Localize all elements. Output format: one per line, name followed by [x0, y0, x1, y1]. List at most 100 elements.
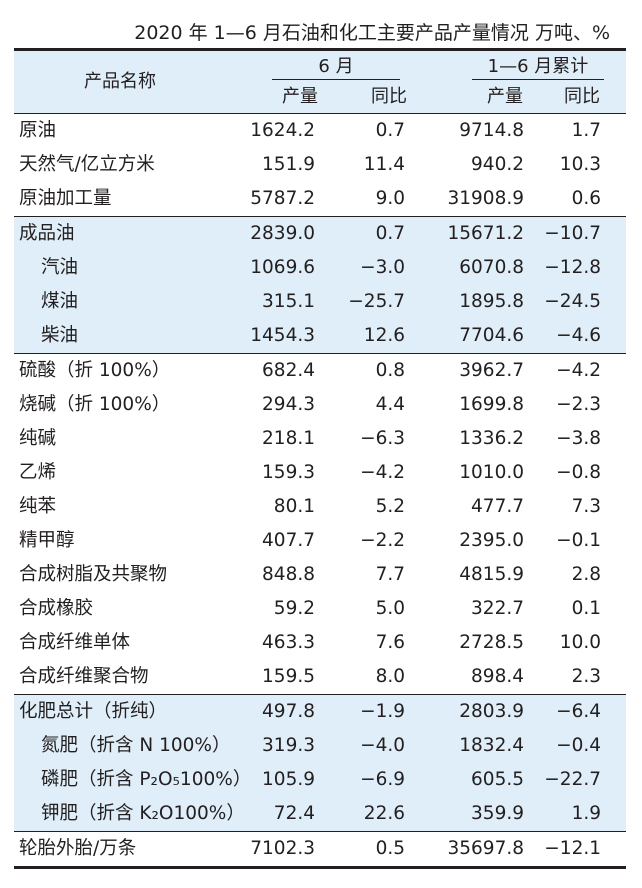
table-row: 天然气/亿立方米 151.9 11.4 940.2 10.3 [14, 148, 626, 182]
ytd-yoy: −4.6 [556, 325, 601, 346]
ytd-yoy: 2.3 [571, 666, 601, 687]
product-name: 合成纤维聚合物 [19, 666, 149, 687]
june-output: 151.9 [262, 154, 315, 175]
ytd-yoy: −24.5 [544, 291, 601, 312]
june-output: 159.3 [262, 462, 315, 483]
ytd-yoy: −12.8 [544, 257, 601, 278]
ytd-output: 940.2 [471, 154, 524, 175]
product-name: 合成树脂及共聚物 [19, 564, 168, 585]
june-yoy: −2.2 [360, 530, 405, 551]
ytd-yoy: −0.8 [556, 462, 601, 483]
june-yoy: 4.4 [375, 394, 405, 415]
june-yoy: 5.2 [375, 496, 405, 517]
product-name: 煤油 [41, 291, 79, 312]
ytd-yoy: 1.9 [571, 803, 601, 824]
product-name: 精甲醇 [19, 530, 75, 551]
product-name: 原油加工量 [19, 188, 112, 209]
june-output: 72.4 [273, 803, 315, 824]
june-output: 319.3 [262, 735, 315, 756]
product-name: 乙烯 [19, 462, 57, 483]
june-yoy: 8.0 [375, 666, 405, 687]
table-body: 原油 1624.2 0.7 9714.8 1.7 天然气/亿立方米 151.9 … [14, 114, 626, 866]
table-row: 氮肥（折含 N 100%） 319.3 −4.0 1832.4 −0.4 [14, 729, 626, 763]
june-yoy: −6.3 [360, 428, 405, 449]
ytd-yoy: 1.7 [571, 120, 601, 141]
product-name: 天然气/亿立方米 [19, 154, 155, 175]
ytd-yoy: 10.3 [559, 154, 601, 175]
product-name: 柴油 [41, 325, 79, 346]
ytd-output: 9714.8 [459, 120, 524, 141]
ytd-yoy: −4.2 [556, 360, 601, 381]
ytd-yoy: −2.3 [556, 394, 601, 415]
ytd-output: 1832.4 [459, 735, 524, 756]
june-output: 1454.3 [250, 325, 315, 346]
ytd-output: 15671.2 [447, 223, 524, 244]
table-row: 合成橡胶 59.2 5.0 322.7 0.1 [14, 592, 626, 626]
june-yoy: 12.6 [363, 325, 405, 346]
product-name: 纯碱 [19, 428, 57, 449]
june-output: 315.1 [262, 291, 315, 312]
june-yoy: 7.6 [375, 632, 405, 653]
product-name: 合成纤维单体 [19, 632, 131, 653]
ytd-yoy: −10.7 [544, 223, 601, 244]
ytd-output: 1336.2 [459, 428, 524, 449]
june-output: 1624.2 [250, 120, 315, 141]
table-header: 产品名称 6 月 1—6 月累计 产量 同比 产量 同比 [14, 51, 626, 114]
june-yoy: −1.9 [360, 701, 405, 722]
june-yoy: 11.4 [363, 154, 405, 175]
table-row: 纯碱 218.1 −6.3 1336.2 −3.8 [14, 422, 626, 456]
product-name: 烧碱（折 100%） [19, 394, 171, 415]
ytd-yoy: 7.3 [571, 496, 601, 517]
june-output: 294.3 [262, 394, 315, 415]
table-title: 2020 年 1—6 月石油和化工主要产品产量情况 万吨、% [134, 22, 610, 44]
product-name: 合成橡胶 [19, 598, 94, 619]
product-name: 成品油 [19, 223, 75, 244]
ytd-output: 1010.0 [459, 462, 524, 483]
ytd-yoy: −3.8 [556, 428, 601, 449]
ytd-output: 359.9 [471, 803, 524, 824]
table-row: 钾肥（折含 K₂O100%） 72.4 22.6 359.9 1.9 [14, 797, 626, 831]
ytd-output: 31908.9 [447, 188, 524, 209]
table-row: 原油加工量 5787.2 9.0 31908.9 0.6 [14, 182, 626, 216]
table-row: 成品油 2839.0 0.7 15671.2 −10.7 [14, 216, 626, 251]
table-row: 柴油 1454.3 12.6 7704.6 −4.6 [14, 319, 626, 353]
june-output: 218.1 [262, 428, 315, 449]
june-yoy: 0.8 [375, 360, 405, 381]
june-yoy: −25.7 [348, 291, 405, 312]
header-ytd-yoy: 同比 [564, 86, 600, 107]
header-product-name: 产品名称 [84, 71, 156, 92]
ytd-output: 2395.0 [459, 530, 524, 551]
june-yoy: 0.5 [375, 838, 405, 859]
ytd-yoy: −0.1 [556, 530, 601, 551]
table-row: 汽油 1069.6 −3.0 6070.8 −12.8 [14, 251, 626, 285]
product-name: 原油 [19, 120, 57, 141]
june-output: 7102.3 [250, 838, 315, 859]
table-row: 硫酸（折 100%） 682.4 0.8 3962.7 −4.2 [14, 353, 626, 388]
june-yoy: −4.0 [360, 735, 405, 756]
header-group-ytd: 1—6 月累计 [472, 55, 604, 80]
ytd-yoy: 0.6 [571, 188, 601, 209]
june-output: 105.9 [262, 769, 315, 790]
june-yoy: −4.2 [360, 462, 405, 483]
ytd-yoy: 0.1 [571, 598, 601, 619]
ytd-yoy: −6.4 [556, 701, 601, 722]
product-name: 轮胎外胎/万条 [19, 838, 137, 859]
bottom-rule [14, 866, 626, 869]
june-output: 80.1 [273, 496, 315, 517]
ytd-output: 6070.8 [459, 257, 524, 278]
table-row: 轮胎外胎/万条 7102.3 0.5 35697.8 −12.1 [14, 831, 626, 866]
june-output: 682.4 [262, 360, 315, 381]
june-output: 59.2 [273, 598, 315, 619]
ytd-output: 4815.9 [459, 564, 524, 585]
june-yoy: 9.0 [375, 188, 405, 209]
table-row: 磷肥（折含 P₂O₅100%） 105.9 −6.9 605.5 −22.7 [14, 763, 626, 797]
ytd-output: 35697.8 [447, 838, 524, 859]
june-output: 463.3 [262, 632, 315, 653]
june-output: 407.7 [262, 530, 315, 551]
header-group-june: 6 月 [272, 55, 400, 80]
table-row: 化肥总计（折纯） 497.8 −1.9 2803.9 −6.4 [14, 694, 626, 729]
table-row: 煤油 315.1 −25.7 1895.8 −24.5 [14, 285, 626, 319]
product-name: 汽油 [41, 257, 79, 278]
table-row: 合成纤维单体 463.3 7.6 2728.5 10.0 [14, 626, 626, 660]
ytd-output: 898.4 [471, 666, 524, 687]
